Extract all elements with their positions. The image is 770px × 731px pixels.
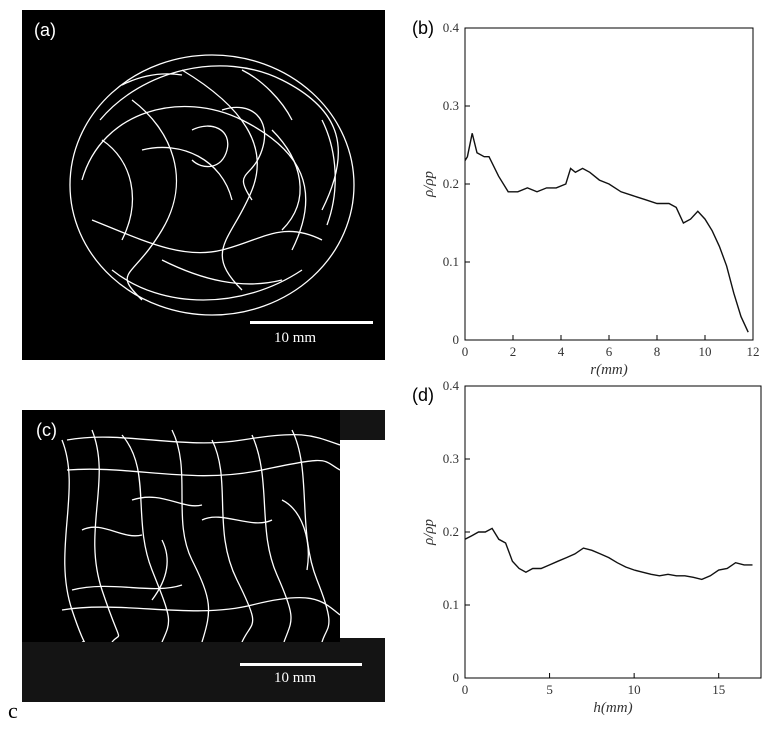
x-axis-label: h(mm) [593,700,632,716]
panel-c-streaks [61,429,340,642]
panel-c-scale-bar [240,663,362,666]
y-tick-label: 0.2 [443,524,459,539]
x-tick-label: 10 [699,344,712,359]
series-line [464,133,749,333]
panel-a-image [22,10,385,360]
y-tick-label: 0 [453,670,460,685]
y-tick-label: 0.1 [443,254,459,269]
panel-c-scale-text: 10 mm [274,670,317,686]
panel-c-scale-bar-area [240,663,362,666]
x-tick-label: 15 [712,682,725,697]
panel-a-streaks [69,54,373,324]
y-tick-label: 0.2 [443,176,459,191]
panel-c-image [22,410,340,642]
x-tick-label: 10 [628,682,641,697]
x-tick-label: 5 [546,682,553,697]
panel-a-label: (a) [34,20,56,40]
y-axis-label: ρ/ρp [421,170,437,198]
y-tick-label: 0.1 [443,597,459,612]
panel-d-label: (d) [412,385,434,405]
x-tick-label: 8 [654,344,661,359]
panel-c-noise-bottom [22,638,385,702]
panel-c-label: (c) [36,420,57,440]
x-tick-label: 0 [462,682,469,697]
chart-b: 0 2 4 6 8 10 12 0 0.1 0.2 0.3 0.4 r(mm) ρ/ρp [421,20,760,378]
x-axis-label: r(mm) [590,362,628,378]
y-tick-label: 0.3 [443,451,459,466]
panel-a-scale-text: 10 mm [274,330,317,346]
panel-a-scale-bar [250,321,373,324]
x-tick-label: 0 [462,344,469,359]
x-tick-label: 6 [606,344,613,359]
panel-b-label: (b) [412,18,434,38]
x-tick-label: 4 [558,344,565,359]
x-tick-label: 2 [510,344,517,359]
series-line [464,527,753,581]
y-tick-label: 0 [453,332,460,347]
chart-d: 0 5 10 15 0 0.1 0.2 0.3 0.4 h(mm) ρ/ρp [421,378,762,716]
y-axis-label: ρ/ρp [421,518,437,546]
plot-frame [464,385,762,679]
stray-caption-letter: c [8,698,18,723]
x-tick-label: 12 [747,344,760,359]
y-tick-label: 0.4 [443,378,460,393]
y-tick-label: 0.3 [443,98,459,113]
y-tick-label: 0.4 [443,20,460,35]
